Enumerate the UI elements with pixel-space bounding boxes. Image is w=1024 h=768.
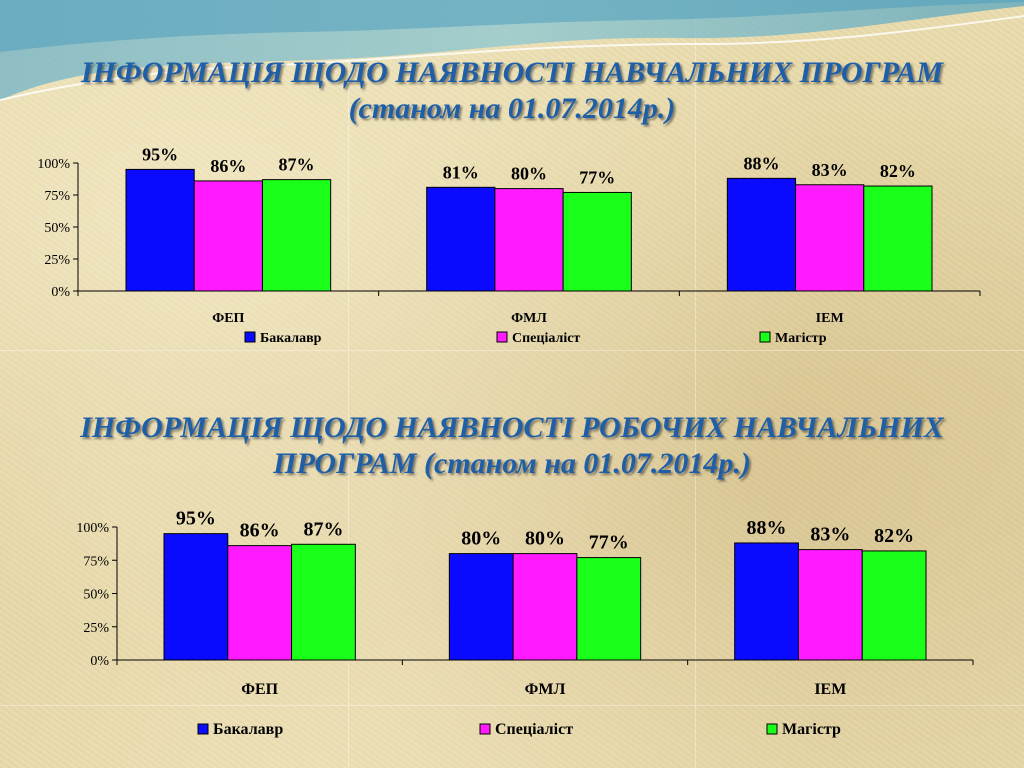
legend-swatch [496, 331, 508, 343]
category-label: ІЕМ [816, 311, 844, 326]
legend-label: Магістр [775, 331, 827, 346]
category-label: ІЕМ [814, 681, 846, 698]
legend-swatch [244, 331, 256, 343]
data-label: 81% [443, 162, 479, 182]
chart-2-heading: ІНФОРМАЦІЯ ЩОДО НАЯВНОСТІ РОБОЧИХ НАВЧАЛ… [0, 410, 1024, 482]
data-label: 86% [240, 520, 280, 542]
legend-label: Бакалавр [260, 331, 322, 346]
background-guide-line [695, 0, 696, 768]
y-tick-label: 25% [83, 621, 109, 636]
y-tick-label: 0% [90, 654, 109, 669]
bar-3-3 [863, 185, 933, 292]
legend-label: Магістр [782, 721, 841, 738]
bar-1-2 [426, 186, 496, 292]
data-label: 80% [525, 528, 565, 550]
y-tick-label: 100% [76, 521, 109, 536]
chart-1-heading-line-1: ІНФОРМАЦІЯ ЩОДО НАЯВНОСТІ НАВЧАЛЬНИХ ПРО… [80, 56, 944, 89]
data-label: 80% [511, 164, 547, 184]
chart-2-heading-line-2: ПРОГРАМ (станом на 01.07.2014р.) [273, 447, 751, 480]
legend-swatch [766, 723, 778, 735]
background-guide-line [0, 350, 1024, 351]
bar-2-2 [494, 188, 564, 292]
data-label: 77% [579, 167, 615, 187]
bar-2-3 [797, 549, 863, 661]
y-tick-label: 50% [83, 588, 109, 603]
data-label: 88% [747, 517, 787, 539]
y-tick-label: 75% [44, 189, 70, 204]
data-label: 86% [210, 156, 246, 176]
bar-2-1 [227, 545, 293, 661]
bar-3-1 [261, 179, 332, 292]
y-tick-label: 25% [44, 253, 70, 268]
y-tick-label: 0% [51, 285, 70, 300]
legend-label: Бакалавр [213, 721, 283, 738]
data-label: 77% [589, 532, 629, 554]
bar-1-1 [163, 533, 229, 661]
data-label: 83% [810, 524, 850, 546]
bar-2-2 [512, 553, 578, 661]
legend-swatch [479, 723, 491, 735]
y-tick-label: 75% [83, 554, 109, 569]
category-label: ФМЛ [525, 681, 566, 698]
chart-1-heading-line-2: (станом на 01.07.2014р.) [348, 92, 676, 125]
bar-2-3 [795, 184, 865, 292]
decorative-wave [0, 0, 1024, 101]
legend-swatch [759, 331, 771, 343]
chart-1-programs: 0% 25% 50% 75% 100% 95% 81% 88% 86% 80% 83% 87% 77% 8… [37, 144, 981, 346]
background-guide-line [0, 705, 1024, 706]
category-label: ФМЛ [511, 311, 547, 326]
data-label: 83% [812, 160, 848, 180]
bar-1-2 [448, 553, 514, 661]
data-label: 80% [461, 528, 501, 550]
y-tick-label: 50% [44, 221, 70, 236]
bar-3-2 [576, 557, 642, 661]
data-label: 95% [142, 144, 178, 164]
legend-label: Спеціаліст [495, 721, 573, 738]
bar-2-1 [193, 180, 263, 292]
legend-swatch [197, 723, 209, 735]
chart-1-heading: ІНФОРМАЦІЯ ЩОДО НАЯВНОСТІ НАВЧАЛЬНИХ ПРО… [0, 55, 1024, 127]
category-label: ФЕП [241, 681, 278, 698]
y-tick-label: 100% [37, 157, 70, 172]
legend-label: Спеціаліст [512, 331, 580, 346]
bar-3-2 [562, 191, 632, 292]
data-label: 82% [880, 161, 916, 181]
chart-2-working-programs: 0% 25% 50% 75% 100% 95% 80% 88% 86% 80% 83% 87% 77% 8… [76, 508, 974, 738]
bar-1-3 [734, 542, 799, 661]
bar-3-3 [861, 550, 927, 661]
bar-1-1 [125, 168, 195, 292]
data-label: 88% [743, 153, 779, 173]
data-label: 87% [279, 155, 315, 175]
data-label: 95% [176, 508, 216, 530]
bar-1-3 [726, 177, 797, 292]
background-guide-line [348, 0, 349, 768]
data-label: 82% [874, 525, 914, 547]
chart-2-heading-line-1: ІНФОРМАЦІЯ ЩОДО НАЯВНОСТІ РОБОЧИХ НАВЧАЛ… [80, 411, 944, 444]
bar-3-1 [291, 543, 356, 661]
category-label: ФЕП [212, 311, 244, 326]
data-label: 87% [303, 518, 343, 540]
